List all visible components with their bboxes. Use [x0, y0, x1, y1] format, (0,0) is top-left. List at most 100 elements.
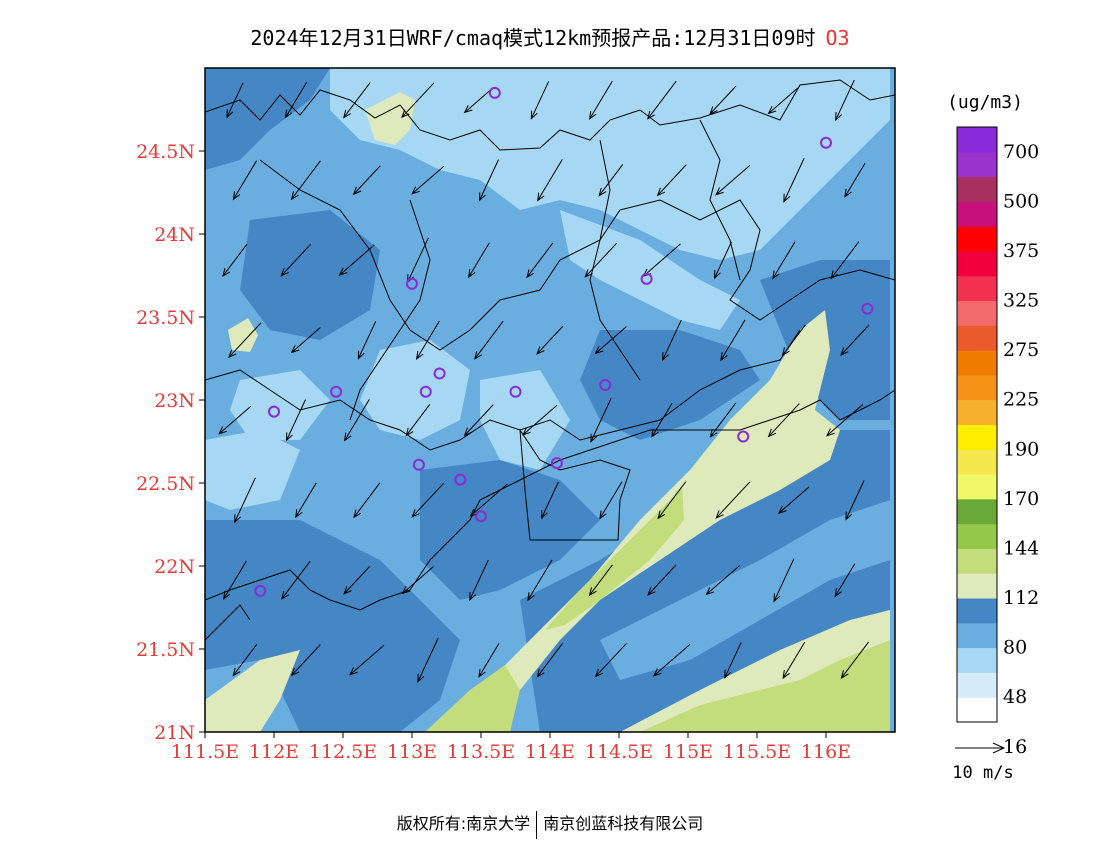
- legend-swatch: [957, 697, 997, 723]
- concentration-field: [205, 68, 895, 732]
- wind-arrow: [598, 164, 624, 197]
- wind-arrow: [530, 81, 550, 120]
- lon-tick-label: 111.5E: [171, 741, 239, 763]
- wind-arrow: [715, 481, 751, 519]
- lat-tick-label: 21N: [154, 722, 195, 744]
- wind-arrow: [536, 159, 563, 202]
- wind-arrow: [599, 481, 623, 520]
- legend-label: 190: [1003, 438, 1039, 460]
- wind-arrow: [536, 325, 564, 355]
- station-marker: [433, 367, 446, 380]
- wind-arrow: [825, 403, 864, 437]
- legend-label: 80: [1003, 637, 1027, 659]
- wind-arrow: [232, 644, 258, 677]
- station-marker: [330, 385, 343, 398]
- wind-arrow: [657, 481, 687, 520]
- legend-swatch: [957, 300, 997, 326]
- lon-tick-label: 114E: [525, 741, 575, 763]
- legend-swatch: [957, 151, 997, 178]
- wind-arrow: [652, 643, 691, 677]
- wind-arrow: [767, 403, 800, 438]
- wind-arrow: [589, 80, 613, 120]
- wind-arrow: [720, 319, 746, 362]
- wind-arrow: [647, 564, 677, 596]
- wind-arrow: [357, 321, 377, 360]
- legend-label: 375: [1003, 240, 1039, 262]
- legend-label: 500: [1003, 190, 1039, 212]
- legend-swatch: [957, 250, 997, 277]
- legend-swatch: [957, 201, 997, 227]
- station-marker: [419, 385, 432, 398]
- lon-tick-label: 112.5E: [309, 741, 377, 763]
- title-species: O3: [825, 26, 850, 50]
- wind-arrow: [522, 404, 558, 436]
- wind-arrow: [290, 327, 321, 354]
- wind-arrow: [352, 165, 381, 196]
- wind-arrow: [714, 241, 732, 280]
- wind-arrow: [834, 563, 856, 598]
- legend-label: 700: [1003, 141, 1039, 163]
- wind-arrow: [411, 165, 445, 195]
- station-marker: [268, 405, 280, 418]
- wind-arrow: [343, 565, 371, 595]
- wind-arrow: [782, 641, 806, 680]
- wind-arrow: [290, 160, 321, 201]
- station-markers: [254, 86, 874, 597]
- legend-swatch: [957, 598, 997, 624]
- legend-label: 16: [1003, 736, 1027, 758]
- wind-arrow: [526, 242, 554, 279]
- footer-copyright: 版权所有:南京大学: [396, 814, 531, 833]
- station-marker: [488, 86, 501, 99]
- legend-label: 275: [1003, 339, 1039, 361]
- wind-arrow: [647, 80, 677, 120]
- wind-arrow: [783, 158, 805, 203]
- legend-swatch: [957, 127, 997, 153]
- lon-tick-label: 113E: [387, 741, 437, 763]
- wind-arrow: [401, 82, 435, 119]
- wind-arrow: [416, 320, 440, 360]
- wind-arrow: [232, 160, 258, 201]
- footer-company: 南京创蓝科技有限公司: [543, 814, 704, 833]
- admin-boundaries: [205, 79, 895, 641]
- legend-label: 325: [1003, 290, 1039, 312]
- lat-tick-label: 21.5N: [136, 639, 195, 661]
- wind-arrow: [709, 85, 737, 115]
- wind-scale-label: 10 m/s: [952, 763, 1013, 783]
- wind-arrow: [844, 163, 866, 198]
- legend-label: 112: [1003, 587, 1039, 609]
- legend-swatch: [957, 350, 997, 376]
- station-marker: [599, 379, 612, 392]
- wind-arrow: [349, 644, 385, 676]
- footer-separator: [536, 810, 538, 839]
- legend-swatch: [957, 622, 997, 649]
- legend-labels: 700 500 375 325 275 225 190 170 144 112 80 48 16: [1003, 141, 1039, 758]
- wind-arrow: [705, 565, 740, 596]
- wind-arrow: [478, 159, 499, 202]
- wind-arrow: [478, 643, 500, 678]
- legend-label: 225: [1003, 389, 1039, 411]
- wind-arrow: [338, 244, 375, 276]
- wind-arrow: [584, 242, 618, 278]
- lon-tick-label: 114.5E: [585, 741, 653, 763]
- station-marker: [640, 272, 653, 285]
- wind-arrow: [656, 164, 687, 197]
- wind-arrow: [280, 243, 312, 277]
- legend-swatch: [957, 498, 997, 525]
- wind-arrow: [830, 241, 860, 280]
- wind-arrow: [662, 319, 682, 362]
- station-marker: [820, 136, 832, 149]
- station-marker: [737, 430, 750, 443]
- legend-unit: (ug/m3): [947, 92, 1023, 113]
- station-marker: [861, 302, 874, 315]
- wind-arrow: [468, 242, 490, 279]
- legend-swatch: [957, 474, 997, 500]
- wind-arrow: [767, 86, 800, 115]
- lat-tick-label: 23N: [154, 390, 195, 412]
- lon-tick-label: 115.5E: [723, 741, 791, 763]
- lat-tick-label: 24N: [154, 224, 195, 246]
- wind-arrow: [342, 82, 371, 119]
- legend-label: 48: [1003, 686, 1027, 708]
- wind-arrow: [281, 560, 311, 600]
- lon-tick-label: 116E: [801, 741, 851, 763]
- wind-arrow: [285, 399, 306, 442]
